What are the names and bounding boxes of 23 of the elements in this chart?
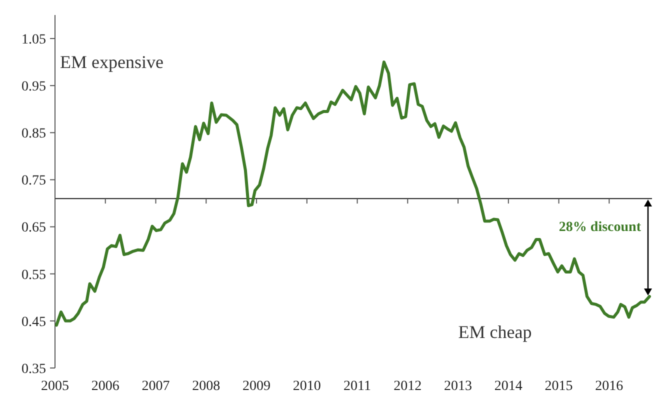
x-tick-label: 2015 [544,379,573,394]
x-tick-label: 2009 [242,379,271,394]
y-tick-label: 1.05 [22,32,46,48]
x-tick-label: 2016 [595,379,624,394]
x-tick-label: 2013 [444,379,472,394]
y-tick-label: 0.95 [22,80,46,94]
y-tick-label: 0.45 [22,314,46,330]
x-tick-label: 2007 [142,379,170,394]
x-tick-label: 2005 [41,379,69,394]
annotation: 28% discount [558,220,642,235]
x-tick-label: 2006 [91,379,120,394]
x-tick-label: 2010 [292,379,321,394]
x-tick-label: 2008 [192,379,220,394]
y-tick-label: 0.55 [22,268,46,283]
annotation: EM expensive [60,52,164,72]
x-tick-label: 2014 [494,379,522,394]
y-tick-label: 0.65 [22,220,46,236]
y-tick-label: 0.75 [22,174,46,189]
y-tick-label: 0.85 [22,126,46,142]
x-tick-label: 2011 [344,379,372,394]
x-tick-label: 2012 [394,379,422,394]
y-tick-label: 0.35 [22,362,46,377]
annotation: EM cheap [458,322,532,342]
